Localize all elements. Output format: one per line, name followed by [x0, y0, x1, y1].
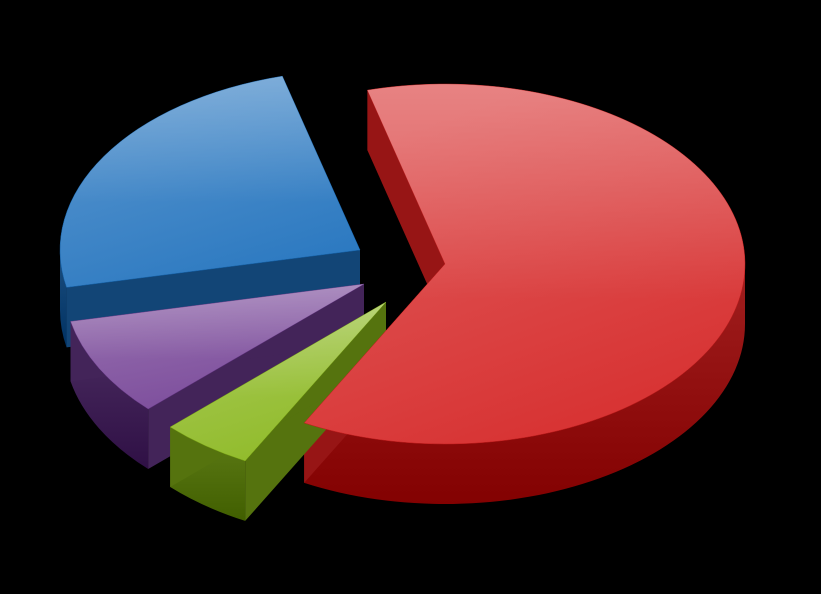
- pie-chart-3d: [0, 0, 821, 594]
- slice-blue-highlight: [60, 76, 360, 287]
